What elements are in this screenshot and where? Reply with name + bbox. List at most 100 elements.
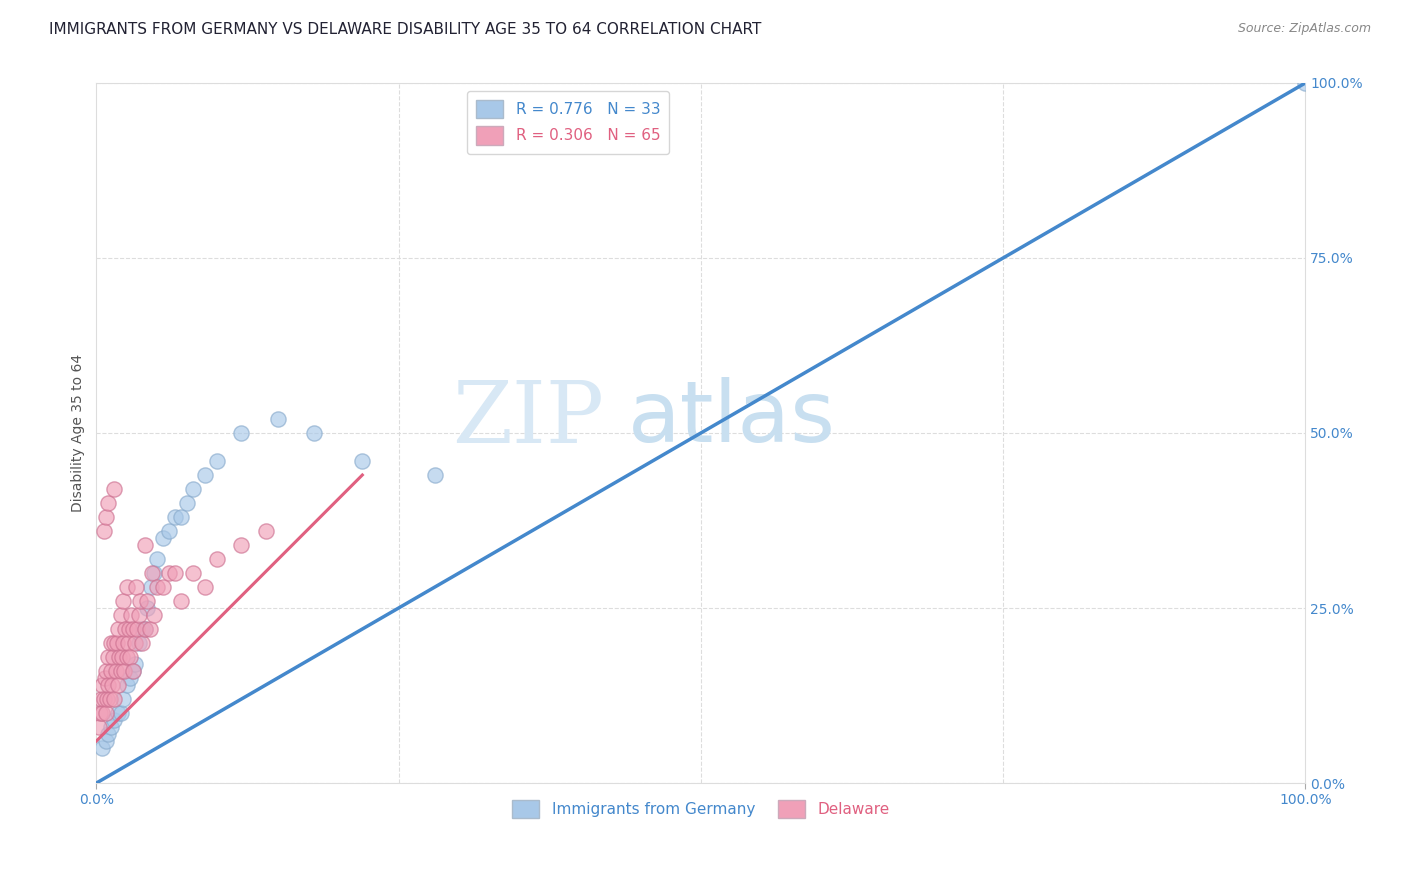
Point (125, 580, 148, 594)
Point (89, 706, 111, 720)
Point (93, 524, 115, 538)
Point (108, 650, 131, 665)
Point (152, 580, 174, 594)
Point (157, 524, 180, 538)
Point (1294, 76, 1316, 90)
Point (231, 425, 253, 440)
Point (96, 692, 118, 706)
Point (103, 636, 125, 650)
Point (136, 601, 159, 615)
Point (128, 607, 150, 622)
Point (124, 657, 146, 671)
Point (146, 552, 169, 566)
Point (97, 727, 120, 741)
Point (90, 692, 112, 706)
Point (141, 566, 163, 580)
Point (110, 706, 132, 720)
Text: atlas: atlas (628, 377, 837, 460)
Point (91, 706, 114, 720)
Point (97, 678, 120, 692)
Point (107, 622, 129, 636)
Point (114, 622, 136, 636)
Point (136, 594, 159, 608)
Point (120, 607, 142, 622)
Point (127, 622, 149, 636)
Point (118, 622, 141, 636)
Point (423, 468, 446, 483)
Point (128, 594, 150, 608)
Point (110, 664, 132, 678)
Point (124, 636, 146, 650)
Point (111, 594, 134, 608)
Point (128, 636, 150, 650)
Point (93, 692, 115, 706)
Point (207, 552, 229, 566)
Point (163, 510, 186, 524)
Point (107, 706, 129, 720)
Point (254, 524, 277, 538)
Point (352, 454, 374, 468)
Point (143, 607, 166, 622)
Point (146, 580, 169, 594)
Point (91, 741, 114, 756)
Point (267, 412, 290, 426)
Point (207, 454, 229, 468)
Point (94, 510, 117, 524)
Point (231, 538, 253, 552)
Point (157, 566, 180, 580)
Point (100, 720, 122, 734)
Point (194, 580, 217, 594)
Point (131, 622, 153, 636)
Point (112, 664, 135, 678)
Point (103, 482, 125, 496)
Point (170, 510, 193, 524)
Legend: Immigrants from Germany, Delaware: Immigrants from Germany, Delaware (506, 794, 896, 824)
Point (120, 671, 142, 685)
Point (94, 734, 117, 748)
Point (94, 664, 117, 678)
Point (138, 622, 160, 636)
Point (100, 636, 122, 650)
Point (91, 678, 114, 692)
Point (143, 566, 166, 580)
Point (103, 650, 125, 665)
Point (97, 650, 120, 665)
Point (100, 664, 122, 678)
Point (101, 678, 124, 692)
Point (87, 720, 110, 734)
Point (163, 566, 186, 580)
Point (104, 664, 127, 678)
Text: Source: ZipAtlas.com: Source: ZipAtlas.com (1237, 22, 1371, 36)
Point (103, 692, 125, 706)
Point (121, 664, 143, 678)
Point (107, 678, 129, 692)
Point (152, 531, 174, 545)
Point (176, 496, 198, 510)
Text: IMMIGRANTS FROM GERMANY VS DELAWARE DISABILITY AGE 35 TO 64 CORRELATION CHART: IMMIGRANTS FROM GERMANY VS DELAWARE DISA… (49, 22, 762, 37)
Point (134, 538, 156, 552)
Point (134, 622, 156, 636)
Point (120, 650, 142, 665)
Point (97, 496, 120, 510)
Point (117, 636, 139, 650)
Point (103, 713, 125, 727)
Point (111, 692, 134, 706)
Point (121, 622, 143, 636)
Point (302, 425, 325, 440)
Point (110, 607, 132, 622)
Point (115, 678, 138, 692)
Point (194, 468, 217, 483)
Point (115, 580, 138, 594)
Point (98, 692, 121, 706)
Point (134, 622, 156, 636)
Point (170, 594, 193, 608)
Point (139, 580, 162, 594)
Point (121, 664, 143, 678)
Point (94, 706, 117, 720)
Point (131, 636, 153, 650)
Point (105, 636, 128, 650)
Text: ZIP: ZIP (453, 377, 605, 460)
Point (181, 566, 204, 580)
Point (94, 671, 117, 685)
Point (181, 482, 204, 496)
